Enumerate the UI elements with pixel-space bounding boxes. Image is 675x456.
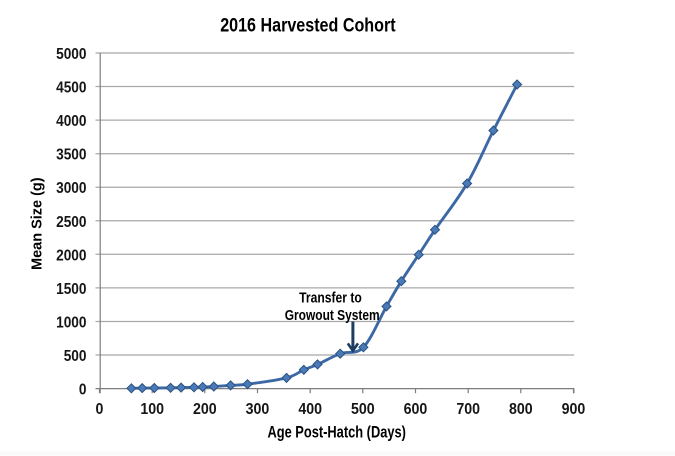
svg-text:Mean Size (g): Mean Size (g) xyxy=(28,177,45,270)
svg-text:5000: 5000 xyxy=(56,46,86,63)
svg-text:900: 900 xyxy=(562,401,586,418)
svg-text:200: 200 xyxy=(193,401,217,418)
svg-text:3000: 3000 xyxy=(56,180,86,197)
svg-text:100: 100 xyxy=(140,401,164,418)
svg-text:500: 500 xyxy=(351,401,375,418)
svg-text:Growout System: Growout System xyxy=(285,308,380,324)
svg-text:4000: 4000 xyxy=(56,113,86,130)
svg-text:800: 800 xyxy=(509,401,533,418)
svg-text:Transfer to: Transfer to xyxy=(299,291,362,307)
svg-text:1000: 1000 xyxy=(56,315,86,332)
svg-text:300: 300 xyxy=(246,401,270,418)
svg-text:2016 Harvested Cohort: 2016 Harvested Cohort xyxy=(220,15,396,36)
svg-text:0: 0 xyxy=(79,382,87,399)
svg-text:1500: 1500 xyxy=(56,281,86,298)
svg-text:2500: 2500 xyxy=(56,214,86,231)
svg-text:0: 0 xyxy=(96,401,104,418)
svg-text:400: 400 xyxy=(298,401,322,418)
svg-text:700: 700 xyxy=(456,401,480,418)
svg-text:4500: 4500 xyxy=(56,80,86,97)
svg-text:3500: 3500 xyxy=(56,147,86,164)
svg-text:500: 500 xyxy=(64,348,87,365)
svg-text:2000: 2000 xyxy=(56,247,86,264)
svg-text:600: 600 xyxy=(404,401,428,418)
svg-text:Age Post-Hatch (Days): Age Post-Hatch (Days) xyxy=(267,423,406,441)
